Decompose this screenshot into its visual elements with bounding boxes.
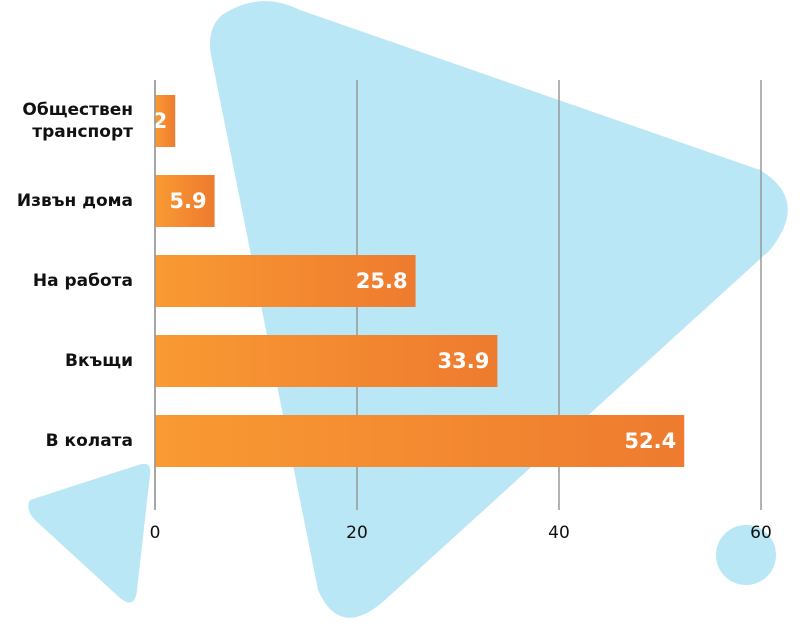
- bar: [155, 95, 176, 147]
- x-tick-label: 20: [346, 523, 368, 543]
- x-tick-label: 60: [750, 523, 772, 543]
- bar: [155, 335, 498, 387]
- value-label: 25.8: [356, 269, 408, 293]
- bar: [155, 255, 416, 307]
- value-label: 2: [153, 109, 168, 133]
- value-label: 52.4: [624, 429, 676, 453]
- bar: [155, 415, 685, 467]
- x-tick-label: 40: [548, 523, 570, 543]
- x-tick-label: 0: [150, 523, 161, 543]
- background-decor: [28, 1, 788, 618]
- y-tick-label: Вкъщи: [65, 351, 133, 371]
- y-tick-label: На работа: [33, 271, 133, 291]
- value-label: 33.9: [438, 349, 490, 373]
- y-tick-label: В колата: [46, 431, 133, 451]
- y-tick-label: Извън дома: [17, 191, 133, 211]
- bar: [155, 175, 215, 227]
- value-label: 5.9: [169, 189, 206, 213]
- y-tick-label: Обществен транспорт: [22, 100, 133, 142]
